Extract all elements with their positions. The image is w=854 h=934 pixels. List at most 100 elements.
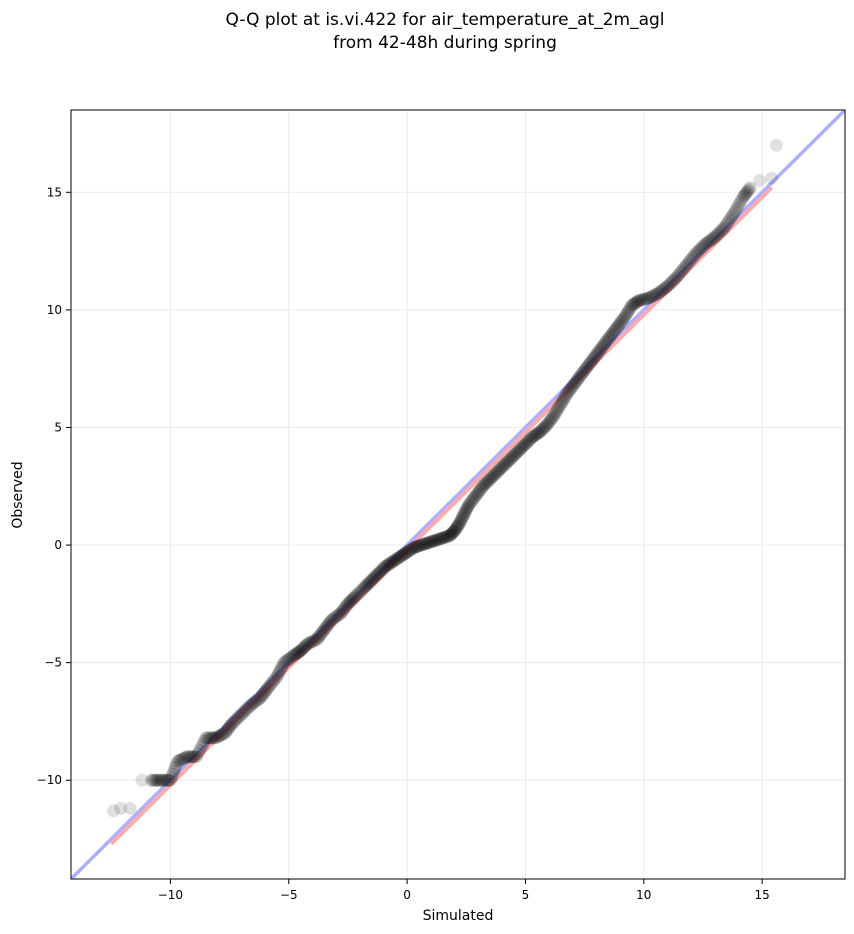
quantile-point (698, 237, 712, 251)
quantile-point (367, 571, 381, 585)
y-tick-label: 5 (54, 420, 62, 434)
quantile-point (347, 591, 361, 605)
quantile-point (654, 284, 668, 298)
quantile-point (601, 332, 615, 346)
quantile-point (505, 450, 519, 464)
quantile-point (412, 539, 426, 553)
quantile-point (504, 451, 518, 465)
quantile-point (260, 682, 274, 696)
quantile-point (490, 465, 504, 479)
quantile-point (537, 420, 551, 434)
identity-reference-line (71, 110, 845, 879)
quantile-point (197, 734, 211, 748)
quantile-point (420, 536, 434, 550)
quantile-point (321, 618, 335, 632)
quantile-point (421, 536, 435, 550)
quantile-point (452, 517, 466, 531)
quantile-point (737, 188, 751, 202)
quantile-point (681, 256, 695, 270)
quantile-point (259, 683, 273, 697)
quantile-point (565, 380, 579, 394)
quantile-point (223, 720, 237, 734)
quantile-point (162, 773, 176, 787)
quantile-point (358, 580, 372, 594)
quantile-point (646, 289, 660, 303)
quantile-point (600, 333, 614, 347)
quantile-point (552, 401, 566, 415)
quantile-point (376, 562, 390, 576)
quantile-point (686, 250, 700, 264)
quantile-point (501, 455, 515, 469)
quantile-point (146, 773, 160, 787)
quantile-point (554, 397, 568, 411)
quantile-point (614, 315, 628, 329)
quantile-point (700, 236, 714, 250)
quantile-point (694, 242, 708, 256)
quantile-point (315, 626, 329, 640)
quantile-point (725, 209, 739, 223)
quantile-point (318, 621, 332, 635)
quantile-point (302, 636, 316, 650)
quantile-point (690, 245, 704, 259)
x-axis-ticks: −10 −5 0 5 10 15 (158, 879, 770, 902)
quantile-point (196, 737, 210, 751)
quantile-point (678, 260, 692, 274)
quantile-point (351, 587, 365, 601)
quantile-point (581, 359, 595, 373)
quantile-point (494, 462, 508, 476)
quantile-point (695, 240, 709, 254)
quantile-point (735, 193, 749, 207)
quantile-point (733, 195, 747, 209)
quantile-point (513, 443, 527, 457)
quantile-point (154, 773, 168, 787)
quantile-point (621, 304, 635, 318)
quantile-point (294, 644, 308, 658)
quantile-point (683, 254, 697, 268)
quantile-point (567, 377, 581, 391)
quantile-point (618, 310, 632, 324)
quantile-point (317, 623, 331, 637)
quantile-point (230, 712, 244, 726)
quantile-point (414, 538, 428, 552)
quantile-point (353, 585, 367, 599)
quantile-point (277, 656, 291, 670)
quantile-point (296, 642, 310, 656)
quantile-point (453, 515, 467, 529)
quantile-point (386, 555, 400, 569)
quantile-point (280, 653, 294, 667)
quantile-point (389, 552, 403, 566)
quantile-point (301, 637, 315, 651)
quantile-point (731, 198, 745, 212)
quantile-point (463, 497, 477, 511)
quantile-point (163, 773, 177, 787)
quantile-point (586, 352, 600, 366)
quantile-point (527, 429, 541, 443)
quantile-point (559, 389, 573, 403)
quantile-point (329, 610, 343, 624)
quantile-point (332, 607, 346, 621)
quantile-point (172, 754, 186, 768)
quantile-point (629, 296, 643, 310)
y-axis-label: Observed (10, 461, 26, 528)
quantile-point (255, 689, 269, 703)
quantile-point (595, 340, 609, 354)
quantile-point (443, 529, 457, 543)
quantile-point (540, 418, 554, 432)
quantile-point (566, 379, 580, 393)
y-tick-label: 15 (47, 185, 62, 199)
quantile-point (689, 246, 703, 260)
quantile-point (392, 551, 406, 565)
quantile-point (238, 704, 252, 718)
quantile-point (160, 773, 174, 787)
quantile-point (247, 696, 261, 710)
quantile-point (348, 590, 362, 604)
quantile-point (477, 478, 491, 492)
quantile-point (539, 419, 553, 433)
quantile-point (365, 573, 379, 587)
quantile-point (541, 417, 555, 431)
quantile-point (432, 532, 446, 546)
quantile-point (123, 801, 137, 815)
quantile-point (225, 717, 239, 731)
quantile-point (417, 537, 431, 551)
quantile-point (157, 773, 171, 787)
